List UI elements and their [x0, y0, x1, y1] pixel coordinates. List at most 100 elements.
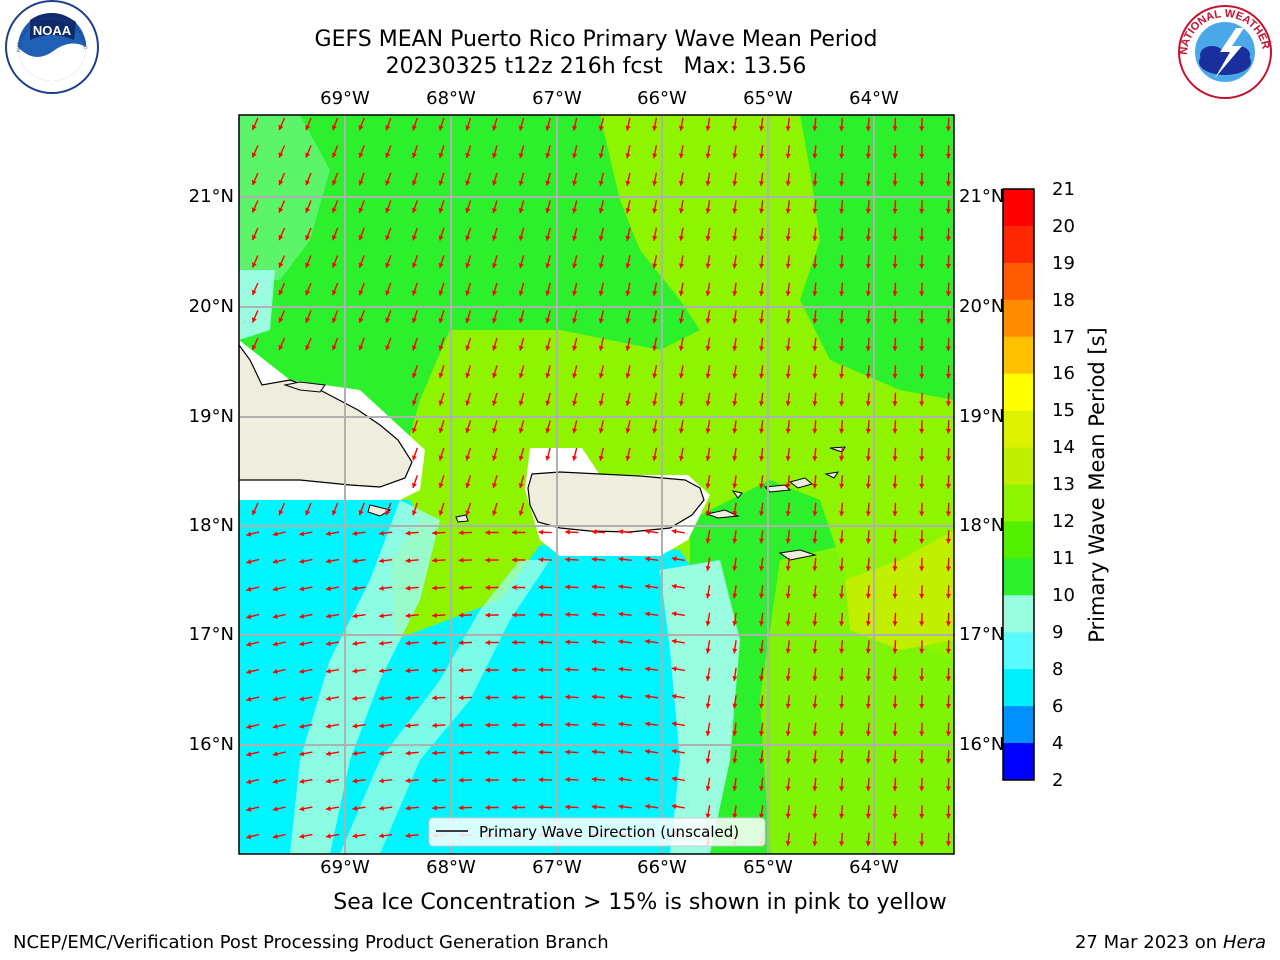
- wave-arrow: [759, 420, 765, 434]
- wave-arrow: [892, 695, 898, 709]
- lon-label-top-3: 67°W: [532, 88, 582, 109]
- wave-arrow: [325, 586, 340, 592]
- wave-arrow: [438, 282, 445, 296]
- wave-arrow: [705, 255, 711, 269]
- wave-arrow: [892, 475, 898, 489]
- wave-arrow: [759, 447, 765, 461]
- wave-arrow: [865, 695, 871, 709]
- wave-arrow: [919, 310, 925, 324]
- colorbar-tick: 19: [1052, 253, 1075, 274]
- wave-arrow: [565, 557, 579, 563]
- wave-arrow: [759, 282, 765, 296]
- wave-arrow: [785, 640, 791, 654]
- wave-arrow: [625, 145, 631, 159]
- wave-arrow: [839, 255, 845, 269]
- lon-label-top-6: 64°W: [849, 88, 899, 109]
- wave-arrow: [305, 200, 312, 213]
- colorbar-tick: 17: [1052, 327, 1075, 348]
- wave-arrow: [945, 337, 951, 352]
- wave-arrow: [732, 585, 738, 599]
- colorbar-segment: [1003, 189, 1034, 227]
- wave-arrow: [518, 172, 525, 186]
- wave-arrow: [385, 117, 392, 131]
- wave-arrow: [732, 420, 738, 434]
- wave-arrow: [591, 721, 606, 727]
- wave-arrow: [251, 145, 259, 158]
- wave-arrow: [251, 200, 259, 213]
- wave-arrow: [251, 282, 259, 296]
- lat-label-right-1: 21°N: [959, 186, 1005, 207]
- wave-arrow: [919, 722, 925, 737]
- wave-arrow: [299, 696, 313, 702]
- wave-arrow: [945, 667, 951, 682]
- wave-arrow: [671, 611, 685, 617]
- wave-arrow: [759, 695, 765, 709]
- wave-arrow: [272, 833, 286, 839]
- colorbar-segment: [1003, 632, 1034, 670]
- wave-arrow: [865, 502, 871, 517]
- wave-arrow: [652, 447, 658, 461]
- wave-arrow: [598, 255, 604, 269]
- wave-arrow: [278, 337, 286, 351]
- wave-arrow: [785, 420, 791, 434]
- wave-arrow: [678, 337, 684, 351]
- wave-arrow: [892, 502, 898, 517]
- wave-arrow: [652, 392, 658, 406]
- wave-arrow: [671, 748, 685, 754]
- wave-arrow: [785, 475, 791, 489]
- wave-arrow: [246, 586, 260, 592]
- wave-arrow: [492, 365, 498, 379]
- lon-label-bottom-5: 65°W: [743, 857, 793, 878]
- wave-arrow: [812, 310, 818, 324]
- wave-arrow: [598, 392, 604, 406]
- wave-arrow: [945, 447, 951, 462]
- wave-arrow: [618, 556, 632, 562]
- wave-arrow: [644, 639, 659, 645]
- wave-arrow: [919, 145, 925, 159]
- wave-arrow: [919, 420, 925, 434]
- wave-arrow: [839, 475, 845, 489]
- wave-arrow: [572, 337, 578, 351]
- wave-arrow: [385, 255, 392, 269]
- wave-arrow: [812, 365, 818, 379]
- wave-arrow: [299, 723, 313, 729]
- wave-arrow: [572, 145, 578, 159]
- wave-arrow: [705, 557, 711, 572]
- wave-arrow: [598, 310, 604, 324]
- wave-arrow: [892, 832, 898, 847]
- wave-arrow: [379, 668, 393, 674]
- wave-arrow: [352, 613, 366, 619]
- wave-arrow: [352, 723, 366, 729]
- wave-arrow: [919, 392, 925, 407]
- wave-arrow: [705, 722, 711, 737]
- wave-arrow: [785, 585, 791, 599]
- wave-arrow: [678, 310, 684, 324]
- wave-arrow: [678, 172, 684, 186]
- colorbar-segment: [1003, 521, 1034, 559]
- wave-arrow: [518, 392, 525, 406]
- wave-arrow: [785, 667, 791, 681]
- wave-arrow: [385, 172, 392, 186]
- wave-arrow: [591, 611, 606, 617]
- wave-arrow: [458, 695, 473, 701]
- wave-arrow: [511, 804, 526, 810]
- wave-arrow: [812, 722, 818, 736]
- wave-arrow: [671, 776, 685, 782]
- wave-arrow: [812, 640, 818, 654]
- wave-arrow: [272, 751, 286, 757]
- wave-arrow: [759, 502, 765, 516]
- wave-arrow: [812, 282, 818, 296]
- wave-arrow: [945, 255, 951, 269]
- lat-label-left-5: 17°N: [188, 624, 234, 645]
- wave-arrow: [812, 420, 818, 434]
- wave-arrow: [812, 585, 818, 599]
- wave-arrow: [432, 777, 446, 783]
- wave-arrow: [299, 558, 313, 564]
- wave-arrow: [385, 310, 392, 324]
- wave-arrow: [865, 722, 871, 737]
- wave-arrow: [892, 172, 898, 187]
- lon-label-bottom-6: 64°W: [849, 857, 899, 878]
- noaa-logo-text: NOAA: [33, 23, 72, 38]
- wave-arrow: [892, 420, 898, 434]
- wave-arrow: [492, 255, 498, 269]
